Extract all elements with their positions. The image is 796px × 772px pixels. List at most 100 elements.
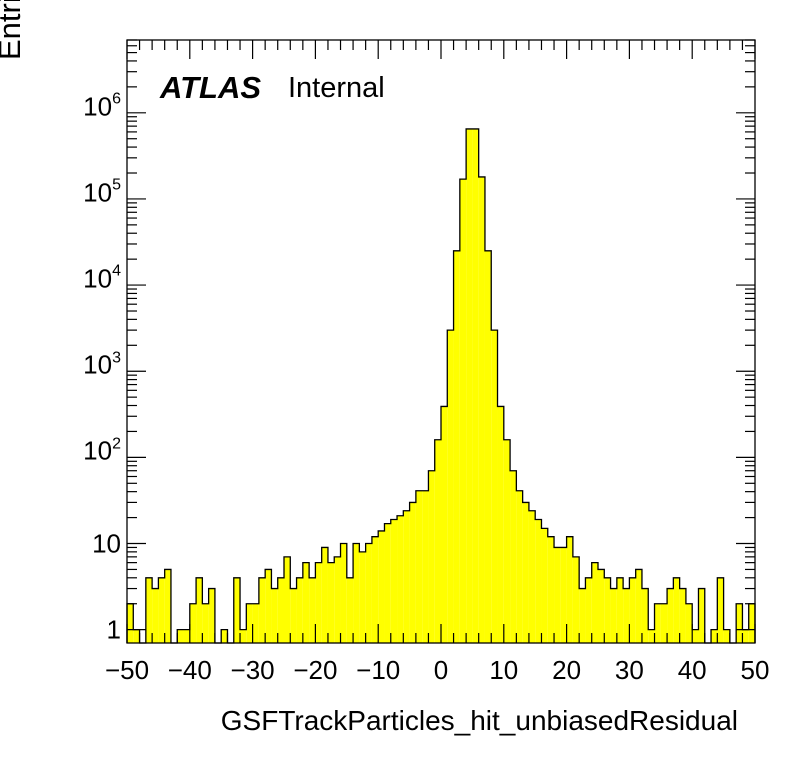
histogram-bar: [409, 502, 416, 643]
y-tick-label: 10: [92, 528, 121, 558]
histogram-bar: [604, 577, 611, 643]
histogram-bar: [667, 588, 674, 643]
histogram-bar: [334, 556, 341, 643]
histogram-bar: [302, 562, 310, 643]
y-tick-label: 103: [83, 349, 121, 380]
histogram-bar: [265, 569, 272, 643]
histogram-bar: [397, 515, 404, 643]
histogram-bar: [340, 543, 347, 643]
histogram-bar: [271, 588, 278, 643]
histogram-bar: [183, 629, 190, 643]
histogram-bar: [660, 603, 668, 643]
histogram-bar: [315, 562, 322, 643]
histogram-bar: [516, 490, 523, 643]
histogram-bar: [491, 330, 498, 643]
histogram-bar: [403, 510, 410, 643]
y-tick-label: 102: [83, 435, 121, 466]
histogram-bar: [327, 562, 335, 643]
histogram-bar: [296, 577, 303, 643]
histogram-bar: [459, 179, 467, 643]
histogram-bar: [641, 588, 649, 643]
histogram-bar: [610, 588, 617, 643]
histogram-bar: [623, 588, 630, 643]
histogram-bar: [202, 603, 209, 643]
histogram-bar: [240, 629, 247, 643]
histogram-bar: [422, 490, 429, 643]
x-tick-label: 0: [433, 655, 449, 685]
x-tick-label: −20: [293, 655, 338, 685]
x-tick-label: −50: [104, 655, 150, 685]
x-tick-label: 50: [740, 655, 770, 685]
y-axis-title: Entries: [0, 0, 27, 60]
x-tick-label: −40: [167, 655, 212, 685]
histogram-bar: [522, 502, 529, 643]
histogram-bar: [736, 603, 743, 643]
histogram-bar: [428, 470, 435, 643]
histogram-bar: [208, 588, 215, 643]
histogram-bar: [359, 551, 366, 643]
histogram-bar: [510, 470, 517, 643]
histogram-bar: [535, 519, 542, 643]
histogram-bar: [390, 519, 398, 643]
histogram-bar: [152, 588, 159, 643]
histogram-bar: [541, 528, 548, 643]
y-tick-label: 105: [83, 176, 121, 208]
histogram-bar: [378, 530, 385, 643]
histogram-bar: [453, 250, 460, 644]
histogram-bar: [503, 439, 511, 643]
histogram-bar: [685, 603, 693, 643]
histogram-bar: [196, 577, 203, 643]
histogram-bar: [598, 569, 605, 643]
histogram-bar: [466, 128, 473, 643]
y-tick-label: 106: [83, 90, 121, 122]
histogram-bar: [133, 629, 140, 643]
histogram-bar: [177, 629, 184, 643]
histogram-bar: [365, 543, 372, 643]
histogram-bar: [384, 523, 391, 643]
histogram-bar: [711, 629, 718, 643]
histogram-bar: [547, 536, 555, 643]
histogram-bar: [415, 490, 423, 643]
histogram-bar: [692, 629, 699, 643]
histogram-bar: [572, 556, 580, 643]
x-tick-label: −10: [356, 655, 401, 685]
histogram-bar: [528, 510, 536, 643]
histogram-bar: [441, 406, 448, 643]
histogram-bar: [484, 250, 492, 644]
histogram-bar: [371, 536, 379, 643]
histogram-bar: [277, 577, 284, 643]
histogram-bar: [717, 577, 724, 643]
histogram-bar: [284, 556, 291, 643]
histogram-bar: [497, 406, 504, 643]
atlas-label: ATLAS: [160, 70, 262, 105]
histogram-bar: [673, 577, 680, 643]
histogram-bar: [189, 603, 197, 643]
histogram-bar: [158, 577, 165, 643]
x-tick-label: −30: [230, 655, 275, 685]
y-tick-label: 104: [83, 262, 121, 294]
histogram-bar: [321, 547, 328, 643]
histogram-bar: [679, 588, 686, 643]
histogram-bar: [434, 439, 441, 643]
histogram-bar: [566, 536, 573, 643]
histogram-bar: [654, 603, 661, 643]
x-axis-title: GSFTrackParticles_hit_unbiasedResidual: [220, 705, 738, 736]
histogram-bar: [629, 577, 636, 643]
internal-label: Internal: [288, 72, 385, 104]
histogram-bar: [346, 577, 354, 643]
y-tick-label: 1: [106, 614, 121, 645]
histogram-bar: [472, 128, 479, 643]
histogram-bar: [127, 603, 134, 643]
histogram-bar: [233, 577, 241, 643]
histogram-bar: [309, 577, 316, 643]
histogram-bar: [591, 562, 598, 643]
histogram-bar: [478, 176, 485, 643]
histogram-bar: [246, 603, 253, 643]
histogram-bar: [616, 577, 624, 643]
histogram-bar: [290, 588, 297, 643]
histogram-bar: [252, 603, 259, 643]
histogram-bar: [258, 577, 266, 643]
histogram-bar: [554, 547, 561, 643]
histogram-bar: [579, 588, 586, 643]
